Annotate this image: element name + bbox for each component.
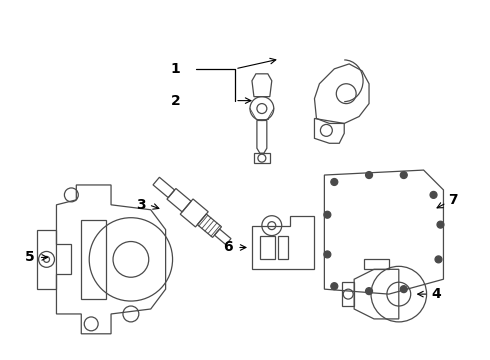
Circle shape (331, 283, 338, 290)
Text: 3: 3 (136, 198, 146, 212)
Text: 6: 6 (223, 240, 233, 255)
Text: 7: 7 (448, 193, 458, 207)
Circle shape (331, 179, 338, 185)
Circle shape (324, 251, 331, 258)
Circle shape (366, 172, 372, 179)
Circle shape (324, 211, 331, 218)
Text: 5: 5 (25, 251, 35, 264)
Circle shape (366, 288, 372, 294)
Circle shape (430, 192, 437, 198)
Circle shape (435, 256, 442, 263)
Circle shape (400, 286, 407, 293)
Text: 2: 2 (171, 94, 180, 108)
Text: 4: 4 (432, 287, 441, 301)
Circle shape (437, 221, 444, 228)
Circle shape (400, 172, 407, 179)
Text: 1: 1 (171, 62, 180, 76)
